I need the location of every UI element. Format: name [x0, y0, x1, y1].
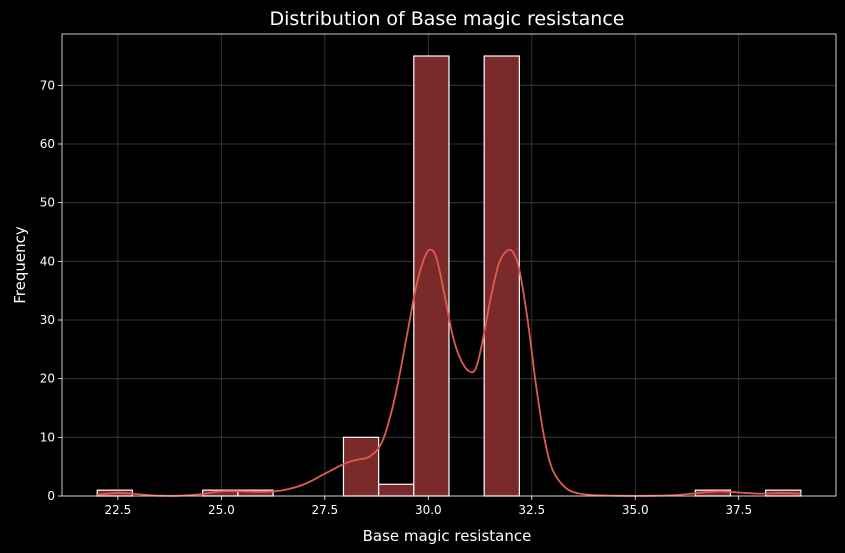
x-tick-label: 27.5: [311, 503, 338, 517]
x-tick-label: 22.5: [105, 503, 132, 517]
y-tick-label: 30: [40, 313, 55, 327]
x-tick-label: 32.5: [518, 503, 545, 517]
y-axis-label: Frequency: [11, 226, 29, 304]
y-tick-label: 40: [40, 254, 55, 268]
y-tick-label: 70: [40, 78, 55, 92]
x-tick-label: 25.0: [208, 503, 235, 517]
histogram-bar-8: [379, 484, 414, 496]
y-tick-label: 50: [40, 196, 55, 210]
x-tick-label: 37.5: [725, 503, 752, 517]
x-axis-label: Base magic resistance: [363, 527, 532, 545]
histogram-bar-11: [484, 56, 519, 496]
y-tick-label: 10: [40, 430, 55, 444]
y-tick-label: 0: [47, 489, 55, 503]
y-tick-label: 20: [40, 372, 55, 386]
x-tick-label: 35.0: [622, 503, 649, 517]
histogram-bar-7: [343, 437, 378, 496]
x-tick-label: 30.0: [415, 503, 442, 517]
chart-title: Distribution of Base magic resistance: [270, 8, 625, 30]
y-tick-label: 60: [40, 137, 55, 151]
